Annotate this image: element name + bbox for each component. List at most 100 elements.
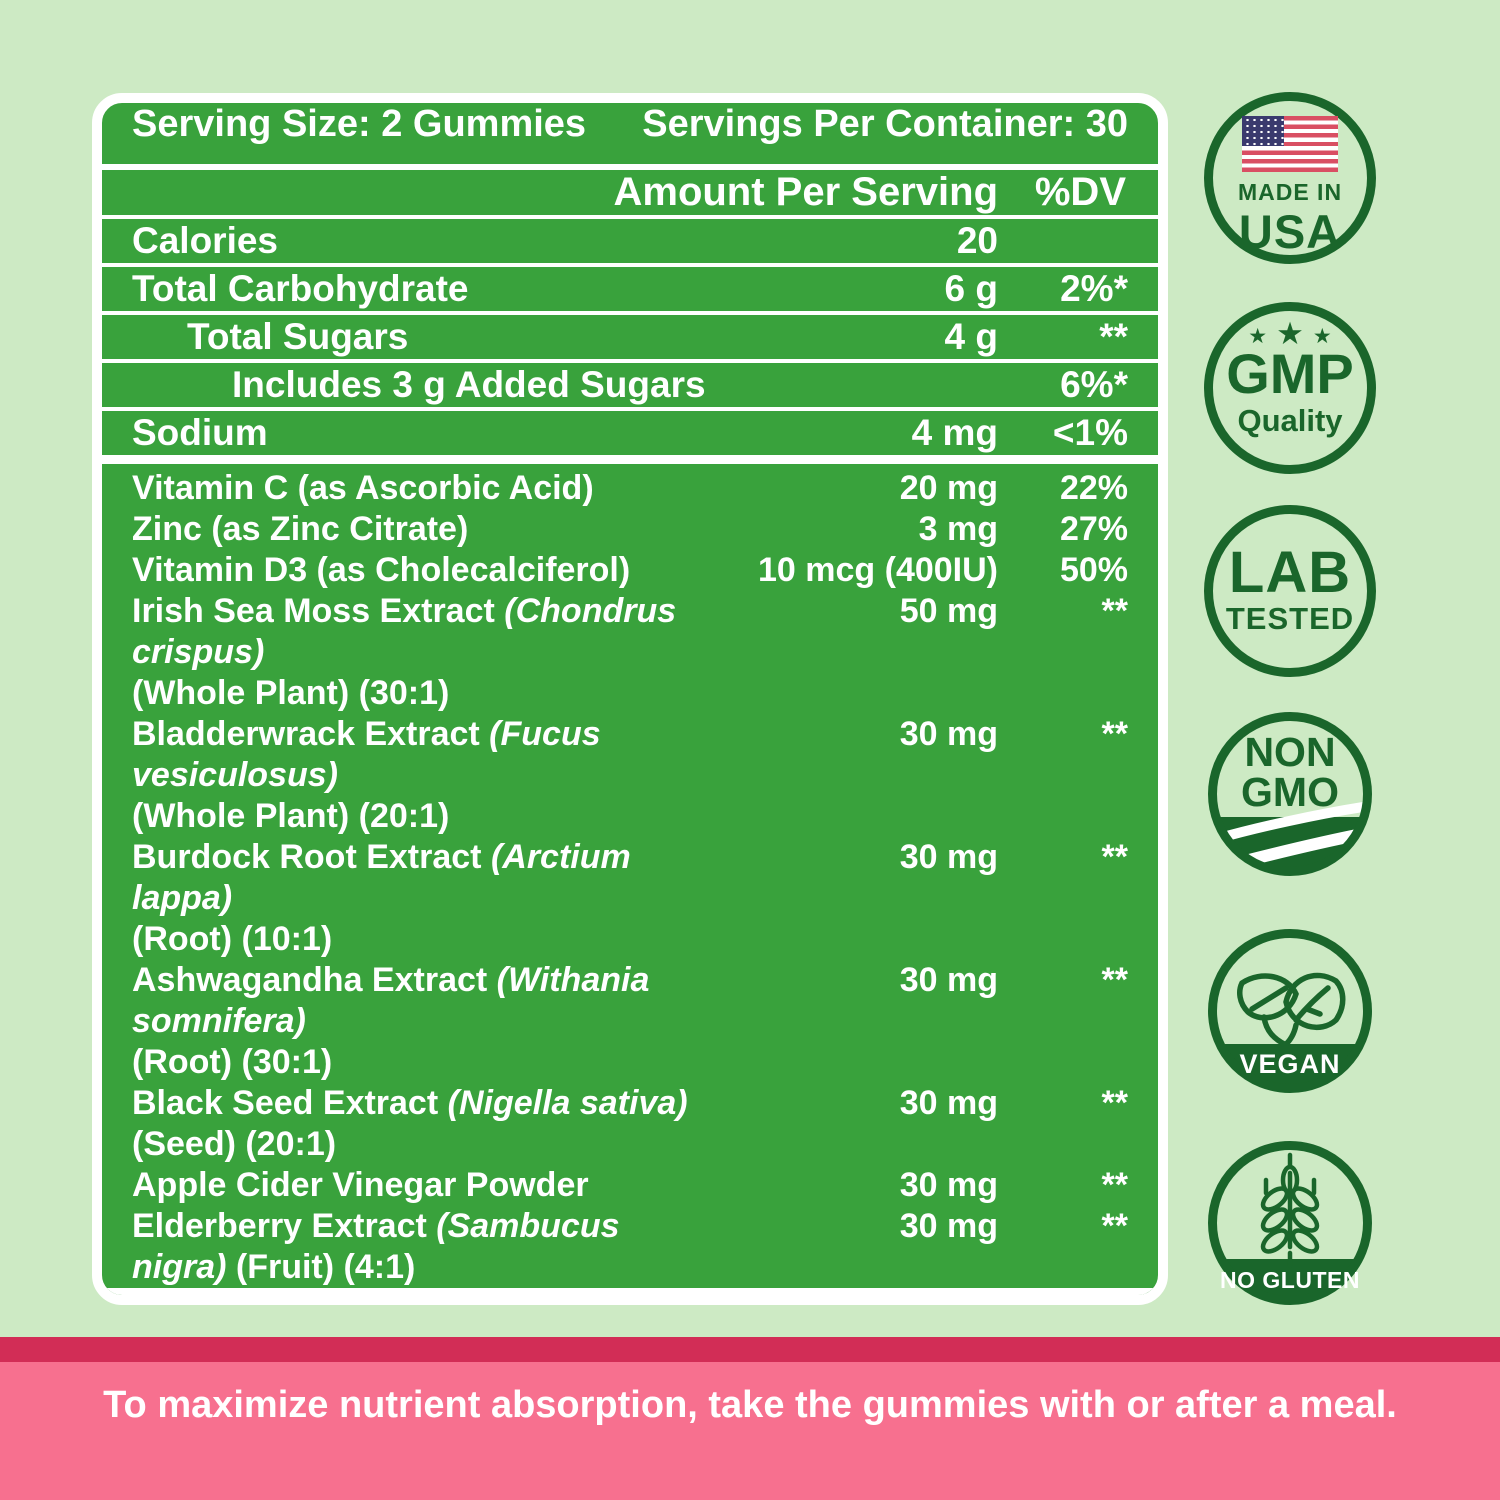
divider-thick	[102, 455, 1158, 464]
row-amount: 20 mg	[899, 469, 998, 507]
nutrition-rows: Calories 20 Total Carbohydrate 6 g 2%* Total …	[102, 219, 1158, 455]
row-dv: **	[1101, 1207, 1128, 1245]
divider	[102, 407, 1158, 411]
row-dv: **	[1099, 316, 1128, 357]
usage-tip-text: To maximize nutrient absorption, take th…	[103, 1384, 1397, 1426]
serving-row: Serving Size: 2 Gummies Servings Per Con…	[102, 103, 1158, 164]
divider	[102, 215, 1158, 219]
row-amount: 30 mg	[899, 961, 998, 999]
divider	[102, 359, 1158, 363]
supplement-row-ashwagandha-extract: Ashwagandha Extract (Withania somnifera)…	[132, 960, 1128, 1083]
supplement-facts-panel: Serving Size: 2 Gummies Servings Per Con…	[92, 93, 1168, 1305]
nutrition-row-includes-3-g-added-sugars: Includes 3 g Added Sugars 6%*	[102, 363, 1158, 407]
row-dv: **	[1101, 715, 1128, 753]
supplement-row-irish-sea-moss-extract: Irish Sea Moss Extract (Chondrus crispus…	[132, 591, 1128, 714]
nutrition-row-calories: Calories 20	[102, 219, 1158, 263]
serving-size-label: Serving Size: 2 Gummies	[132, 103, 587, 145]
row-label: Ashwagandha Extract (Withania somnifera)…	[132, 961, 650, 1081]
nutrition-row-sodium: Sodium 4 mg <1%	[102, 411, 1158, 455]
row-label: Zinc (as Zinc Citrate)	[132, 510, 469, 548]
row-amount: 4 g	[944, 316, 998, 357]
row-dv: **	[1101, 592, 1128, 630]
row-label: Vitamin C (as Ascorbic Acid)	[132, 469, 594, 507]
wheat-icon	[1208, 1141, 1372, 1305]
row-amount: 30 mg	[899, 715, 998, 753]
row-label: Elderberry Extract (Sambucus nigra) (Fru…	[132, 1207, 620, 1286]
badge-non-gmo: NON GMO	[1204, 708, 1376, 880]
row-amount: 4 mg	[911, 412, 998, 453]
row-amount: 30 mg	[899, 1084, 998, 1122]
nutrition-row-total-carbohydrate: Total Carbohydrate 6 g 2%*	[102, 267, 1158, 311]
row-label: Calories	[132, 220, 279, 261]
badge-no-gluten: NO GLUTEN	[1204, 1137, 1376, 1309]
us-flag-icon	[1242, 116, 1338, 172]
row-amount: 50 mg	[899, 592, 998, 630]
divider	[102, 263, 1158, 267]
supplement-rows: Vitamin C (as Ascorbic Acid) 20 mg 22% Zinc…	[102, 464, 1158, 1288]
badge-ring	[1204, 505, 1376, 677]
supplement-row-apple-cider-vinegar-powder: Apple Cider Vinegar Powder 30 mg **	[132, 1165, 1128, 1206]
row-amount: 30 mg	[899, 1207, 998, 1245]
dv-header: %DV	[1034, 170, 1126, 214]
row-label: Burdock Root Extract (Arctium lappa) (Roo…	[132, 838, 631, 958]
row-amount: 6 g	[944, 268, 998, 309]
nutrition-row-total-sugars: Total Sugars 4 g **	[102, 315, 1158, 359]
no-gluten-label: NO GLUTEN	[1220, 1267, 1360, 1293]
footnotes: * Percent Daily Values are based on a 2,…	[102, 1296, 1158, 1305]
tested-label: TESTED	[1225, 601, 1355, 636]
row-label: Black Seed Extract (Nigella sativa) (Seed…	[132, 1084, 688, 1163]
row-dv: **	[1101, 1084, 1128, 1122]
supplement-row-bladderwrack-extract: Bladderwrack Extract (Fucus vesiculosus)…	[132, 714, 1128, 837]
badge-ring	[1204, 302, 1376, 474]
badge-vegan: VEGAN	[1204, 925, 1376, 1097]
row-label: Total Carbohydrate	[132, 268, 469, 309]
row-amount: 20	[956, 220, 998, 261]
row-label: Irish Sea Moss Extract (Chondrus crispus…	[132, 592, 677, 712]
divider	[102, 164, 1158, 170]
row-dv: 2%*	[1060, 268, 1128, 309]
leaves-icon	[1208, 929, 1372, 1093]
supplement-row-zinc-as-zinc-citrate: Zinc (as Zinc Citrate) 3 mg 27%	[132, 509, 1128, 550]
usa-label: USA	[1238, 205, 1342, 258]
table-header-row: Amount Per Serving %DV	[102, 170, 1158, 215]
made-in-label: MADE IN	[1237, 179, 1343, 205]
supplement-row-black-seed-extract: Black Seed Extract (Nigella sativa) (Seed…	[132, 1083, 1128, 1165]
amount-per-serving-header: Amount Per Serving	[613, 170, 998, 214]
row-dv: 22%	[1059, 469, 1128, 507]
badge-lab-tested: LAB TESTED	[1204, 505, 1376, 677]
supplement-row-elderberry-extract: Elderberry Extract (Sambucus nigra) (Fru…	[132, 1206, 1128, 1288]
badge-made-in-usa: MADE IN USA	[1204, 92, 1376, 264]
row-label: Sodium	[132, 412, 268, 453]
row-dv: **	[1101, 838, 1128, 876]
supplement-row-vitamin-d3-as-cholecalciferol: Vitamin D3 (as Cholecalciferol) 10 mcg (4…	[132, 550, 1128, 591]
gmp-label: GMP	[1226, 342, 1354, 405]
row-dv: 27%	[1059, 510, 1128, 548]
non-gmo-label: NON GMO	[1241, 729, 1339, 815]
row-amount: 10 mcg (400IU)	[758, 551, 998, 589]
badge-gmp-quality: ★ ★ ★ GMP Quality	[1204, 302, 1376, 474]
crimson-divider-strip	[0, 1337, 1500, 1362]
supplement-row-burdock-root-extract: Burdock Root Extract (Arctium lappa) (Roo…	[132, 837, 1128, 960]
row-label: Total Sugars	[187, 316, 409, 357]
row-dv: **	[1101, 961, 1128, 999]
lab-label: LAB	[1228, 540, 1352, 605]
row-label: Vitamin D3 (as Cholecalciferol)	[132, 551, 631, 589]
usage-tip-bar: To maximize nutrient absorption, take th…	[0, 1362, 1500, 1500]
badge-ring	[1204, 92, 1376, 264]
row-label: Bladderwrack Extract (Fucus vesiculosus)…	[132, 715, 601, 835]
stars-icon: ★ ★ ★	[1248, 316, 1332, 351]
field-waves-icon	[1208, 712, 1372, 876]
divider	[102, 311, 1158, 315]
quality-label: Quality	[1237, 403, 1343, 438]
divider	[102, 1288, 1158, 1295]
row-label: Includes 3 g Added Sugars	[232, 364, 706, 405]
vegan-label: VEGAN	[1239, 1049, 1341, 1079]
row-dv: **	[1101, 1166, 1128, 1204]
row-dv: 50%	[1059, 551, 1128, 589]
supplement-row-vitamin-c-as-ascorbic-acid: Vitamin C (as Ascorbic Acid) 20 mg 22%	[132, 468, 1128, 509]
row-dv: <1%	[1052, 412, 1128, 453]
row-amount: 30 mg	[899, 1166, 998, 1204]
servings-per-container-label: Servings Per Container: 30	[642, 103, 1128, 145]
row-amount: 30 mg	[899, 838, 998, 876]
